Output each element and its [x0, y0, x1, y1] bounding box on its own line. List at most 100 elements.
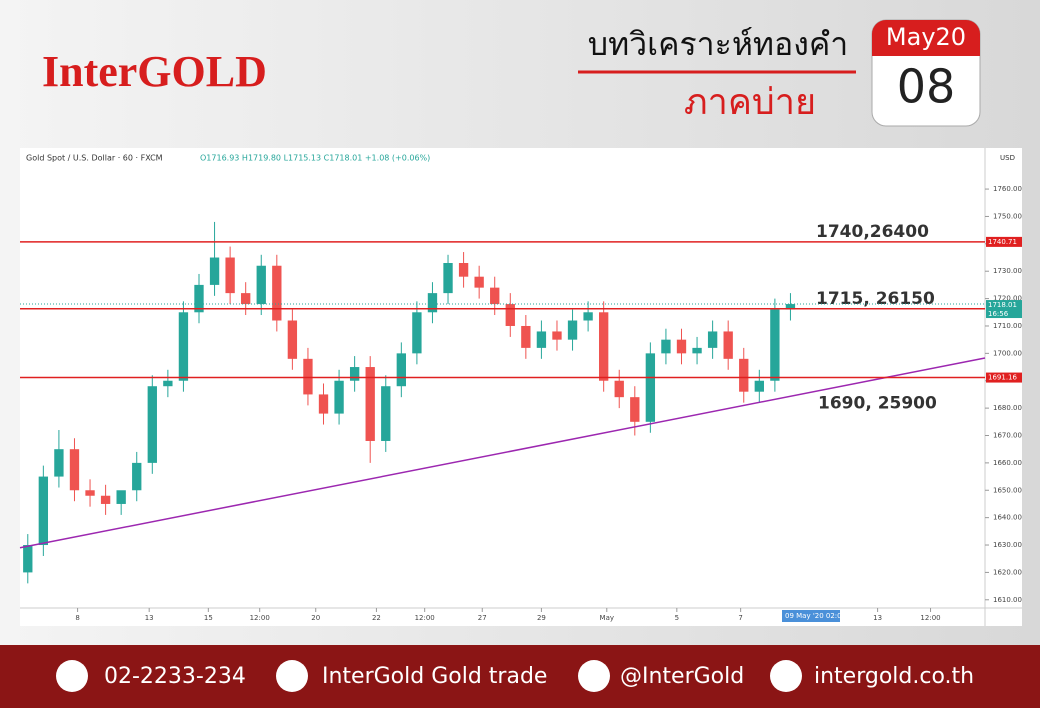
candle-body — [583, 312, 593, 321]
x-tick-label: May — [600, 614, 614, 622]
candle-body — [303, 358, 313, 395]
candle-body — [334, 380, 344, 414]
candle-body — [163, 380, 173, 387]
candle-body — [209, 257, 220, 285]
candle-body — [692, 347, 702, 354]
y-tick-label: 1660.00 — [993, 459, 1022, 467]
candle-body — [194, 284, 204, 313]
candle-body — [412, 312, 422, 354]
candle-body — [739, 358, 749, 392]
candle-body — [381, 386, 391, 441]
phone-icon — [56, 660, 88, 692]
x-tick-label: 13 — [145, 614, 154, 622]
candle-body — [599, 312, 609, 381]
y-tick-label: 1750.00 — [993, 212, 1022, 220]
level-tag-label: 1691.16 — [988, 374, 1017, 382]
candle-body — [116, 490, 126, 504]
candle-body — [490, 287, 500, 305]
ohlc-readout: O1716.93 H1719.80 L1715.13 C1718.01 +1.0… — [200, 154, 430, 163]
candle-body — [676, 339, 687, 354]
candle-body — [443, 263, 453, 294]
facebook-icon — [276, 660, 308, 692]
candle-body — [256, 265, 266, 305]
candle-body — [318, 394, 329, 414]
candle-body — [754, 380, 764, 392]
y-tick-label: 1640.00 — [993, 514, 1022, 522]
candle-body — [85, 490, 95, 496]
candle-body — [785, 304, 796, 310]
last-price-tag — [986, 300, 1022, 319]
level-tag-label: 1740.71 — [988, 238, 1017, 246]
candle-body — [458, 263, 469, 277]
y-tick-label: 1760.00 — [993, 185, 1022, 193]
x-tick-label: 13 — [873, 614, 882, 622]
x-tick-label: 5 — [675, 614, 679, 622]
candle-body — [645, 353, 656, 422]
candle-body — [38, 476, 49, 546]
subtitle: ภาคบ่าย — [684, 82, 816, 123]
candle-body — [552, 331, 562, 340]
x-tick-label: 15 — [204, 614, 213, 622]
level-annotation: 1715, 26150 — [816, 289, 935, 309]
brand: InterGOLD — [42, 47, 267, 96]
candle-body — [241, 293, 251, 305]
footer-phone: 02-2233-234 — [104, 664, 246, 689]
footer-facebook: InterGold Gold trade — [322, 664, 547, 689]
cursor-label: 09 May '20 02:00 — [785, 612, 846, 620]
candle-body — [132, 462, 142, 491]
y-tick-label: 1700.00 — [993, 349, 1022, 357]
candle-body — [474, 276, 484, 288]
y-tick-label: 1650.00 — [993, 486, 1022, 494]
line-icon — [578, 660, 610, 692]
candle-body — [69, 449, 80, 491]
y-tick-label: 1630.00 — [993, 541, 1022, 549]
x-tick-label: 7 — [738, 614, 742, 622]
level-annotation: 1690, 25900 — [818, 394, 937, 414]
y-axis-label: USD — [1000, 154, 1015, 162]
candle-body — [287, 320, 298, 359]
chart-panel — [20, 148, 1022, 626]
candle-body — [707, 331, 718, 348]
candle-body — [147, 386, 157, 463]
candle-body — [396, 353, 406, 387]
footer-web: intergold.co.th — [814, 664, 974, 689]
candle-body — [272, 265, 282, 321]
candle-body — [178, 312, 189, 381]
candle-body — [630, 397, 640, 422]
candle-body — [54, 449, 64, 477]
candle-body — [614, 380, 624, 398]
level-tag — [986, 372, 1022, 383]
x-tick-label: 22 — [372, 614, 381, 622]
level-annotation: 1740,26400 — [816, 222, 929, 242]
x-tick-label: 29 — [537, 614, 546, 622]
y-tick-label: 1610.00 — [993, 596, 1022, 604]
candle-body — [225, 257, 235, 294]
level-tag — [986, 236, 1022, 247]
x-tick-label: 12:00 — [920, 614, 940, 622]
candle-body — [505, 304, 515, 326]
last-price-time: 16:56 — [988, 310, 1009, 318]
candle-body — [100, 495, 111, 504]
candle-body — [427, 293, 438, 313]
x-tick-label: 12:00 — [415, 614, 435, 622]
x-tick-label: 12:00 — [250, 614, 270, 622]
last-price-label: 1718.01 — [988, 301, 1017, 309]
calendar-month: May20 — [886, 23, 966, 51]
x-tick-label: 27 — [478, 614, 487, 622]
title: บทวิเคราะห์ทองคำ — [588, 25, 848, 63]
candle-body — [521, 325, 531, 348]
candle-body — [770, 309, 780, 381]
y-tick-label: 1670.00 — [993, 432, 1022, 440]
x-tick-label: 20 — [311, 614, 320, 622]
candle-body — [23, 545, 33, 573]
candle-body — [723, 331, 733, 359]
candle-body — [567, 320, 578, 340]
calendar-day: 08 — [897, 60, 956, 114]
trendline — [19, 357, 986, 549]
chart-title: Gold Spot / U.S. Dollar · 60 · FXCM — [26, 154, 163, 163]
candle-body — [349, 367, 360, 381]
calendar-top — [872, 20, 980, 56]
y-tick-label: 1710.00 — [993, 322, 1022, 330]
